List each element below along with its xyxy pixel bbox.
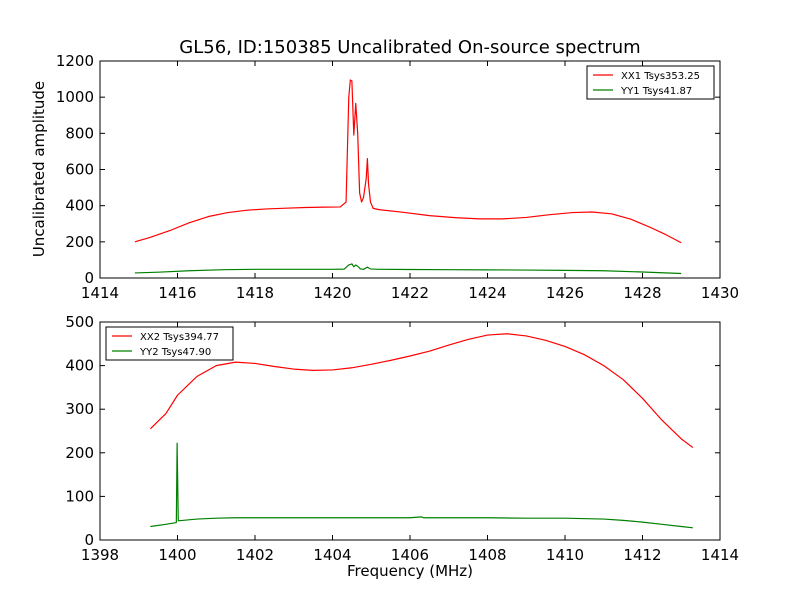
series-line-yy1 [134,263,682,275]
y-tick-label: 100 [65,487,94,505]
y-tick-label: 400 [65,357,94,375]
y-tick-label: 0 [84,531,94,549]
y-tick-label: 500 [65,313,94,331]
y-tick-label: 400 [65,197,94,215]
x-tick-label: 1406 [391,546,429,564]
y-tick-label: 0 [84,269,94,287]
y-tick-label: 300 [65,400,94,418]
y-tick-label: 600 [65,161,94,179]
x-tick-label: 1414 [81,284,119,302]
top-plot: 1414 1416 1418 1420 1422 1424 1426 1428 1430 0 200… [56,52,739,302]
top-y-axis-label: Uncalibrated amplitude [30,81,48,257]
bottom-x-axis-label: Frequency (MHz) [347,562,473,580]
legend-entry: YY1 Tsys41.87 [620,86,692,97]
y-tick-label: 800 [65,124,94,142]
series-line-xx1 [134,79,682,244]
x-tick-label: 1400 [158,546,196,564]
legend-entry: XX1 Tsys353.25 [621,71,700,82]
x-tick-label: 1404 [313,546,351,564]
series-line-xx2 [149,333,694,449]
x-tick-label: 1414 [701,546,739,564]
y-tick-label: 1000 [56,88,94,106]
x-tick-label: 1424 [468,284,506,302]
y-tick-label: 1200 [56,52,94,70]
legend: XX2 Tsys394.77 YY2 Tsys47.90 [105,326,234,361]
x-tick-label: 1408 [468,546,506,564]
x-tick-label: 1416 [158,284,196,302]
x-tick-label: 1418 [236,284,274,302]
x-tick-label: 1412 [623,546,661,564]
legend: XX1 Tsys353.25 YY1 Tsys41.87 [586,65,715,100]
x-tick-label: 1410 [546,546,584,564]
y-tick-label: 200 [65,233,94,251]
x-tick-label: 1398 [81,546,119,564]
x-tick-label: 1420 [313,284,351,302]
x-tick-label: 1426 [546,284,584,302]
figure-title: GL56, ID:150385 Uncalibrated On-source s… [179,37,640,58]
legend-box [586,65,715,100]
legend-entry: YY2 Tsys47.90 [139,347,211,358]
x-tick-label: 1422 [391,284,429,302]
x-tick-label: 1428 [623,284,661,302]
bottom-plot: 1398 1400 1402 1404 1406 1408 1410 1412 1414 0 100… [65,313,739,564]
x-tick-label: 1402 [236,546,274,564]
y-tick-label: 200 [65,444,94,462]
legend-entry: XX2 Tsys394.77 [140,332,219,343]
legend-box [105,326,234,361]
series-line-yy2 [150,442,693,529]
x-tick-label: 1430 [701,284,739,302]
